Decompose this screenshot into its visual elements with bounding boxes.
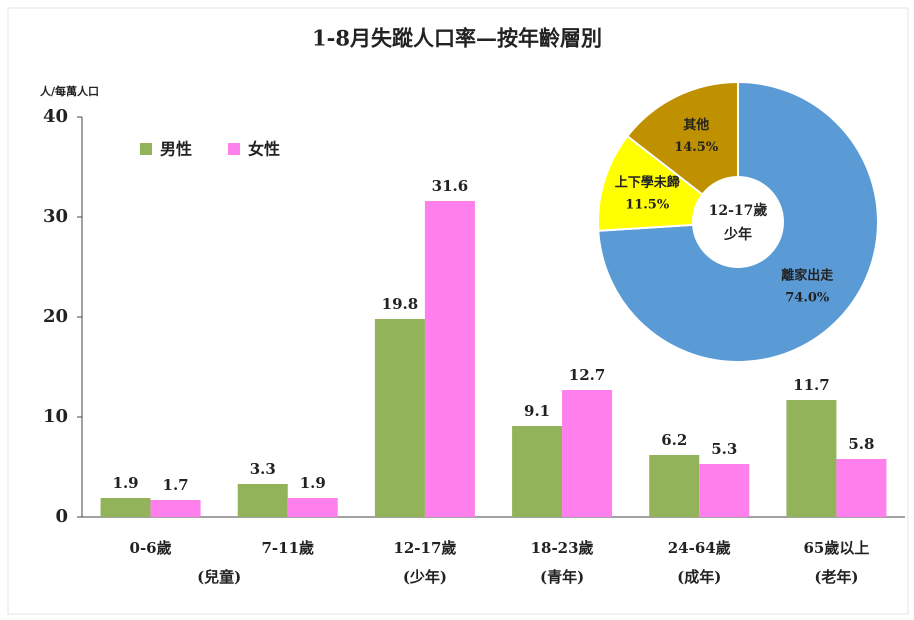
- y-axis-label: 人/每萬人口: [40, 84, 99, 98]
- value-label: 6.2: [661, 431, 687, 449]
- x-tick-label: 12-17歲: [393, 539, 456, 557]
- x-group-label: (老年): [814, 568, 858, 586]
- legend-swatch: [228, 143, 240, 155]
- chart-title: 1-8月失蹤人口率—按年齡層別: [312, 26, 602, 51]
- pie-label: 上下學未歸: [615, 175, 680, 191]
- bar: [425, 201, 475, 517]
- pie-center-label: 少年: [723, 226, 752, 243]
- pie-label: 其他: [683, 117, 709, 133]
- y-tick-label: 30: [43, 206, 68, 227]
- x-tick-label: 7-11歲: [261, 539, 314, 557]
- value-label: 1.7: [163, 476, 189, 494]
- bar: [699, 464, 749, 517]
- x-group-label: (成年): [677, 568, 721, 586]
- pie-value-label: 11.5%: [625, 198, 670, 213]
- x-group-label: (少年): [403, 568, 447, 586]
- x-tick-label: 0-6歲: [130, 539, 172, 557]
- bar: [238, 484, 288, 517]
- y-tick-label: 40: [43, 106, 68, 127]
- value-label: 11.7: [793, 376, 830, 394]
- bar: [151, 500, 201, 517]
- value-label: 1.9: [113, 474, 139, 492]
- bar: [101, 498, 151, 517]
- legend-label: 男性: [160, 140, 192, 159]
- bar: [786, 400, 836, 517]
- bar: [649, 455, 699, 517]
- bar: [288, 498, 338, 517]
- bar: [836, 459, 886, 517]
- y-tick-label: 0: [55, 506, 68, 527]
- value-label: 5.3: [711, 440, 737, 458]
- value-label: 31.6: [432, 177, 469, 195]
- pie-value-label: 74.0%: [785, 291, 830, 306]
- x-tick-label: 65歲以上: [803, 539, 869, 557]
- legend-swatch: [140, 143, 152, 155]
- bar: [512, 426, 562, 517]
- chart: 1-8月失蹤人口率—按年齡層別 人/每萬人口 0 10 20 30 40 0-6歲 (兒童)…: [0, 0, 914, 620]
- value-label: 9.1: [524, 402, 550, 420]
- x-tick-label: 18-23歲: [531, 539, 594, 557]
- x-group-label: (青年): [540, 568, 584, 586]
- value-label: 5.8: [848, 435, 874, 453]
- legend-label: 女性: [248, 140, 280, 159]
- y-tick-label: 20: [43, 306, 68, 327]
- bar: [562, 390, 612, 517]
- value-label: 12.7: [569, 366, 606, 384]
- x-tick-label: 24-64歲: [668, 539, 731, 557]
- pie-hole: [692, 176, 784, 268]
- pie-value-label: 14.5%: [674, 140, 719, 155]
- pie-label: 離家出走: [781, 268, 834, 284]
- bar: [375, 319, 425, 517]
- x-group-label: (兒童): [197, 568, 241, 586]
- value-label: 1.9: [300, 474, 326, 492]
- value-label: 19.8: [382, 295, 419, 313]
- pie-center-label: 12-17歲: [709, 202, 768, 219]
- y-tick-label: 10: [43, 406, 68, 427]
- value-label: 3.3: [250, 460, 276, 478]
